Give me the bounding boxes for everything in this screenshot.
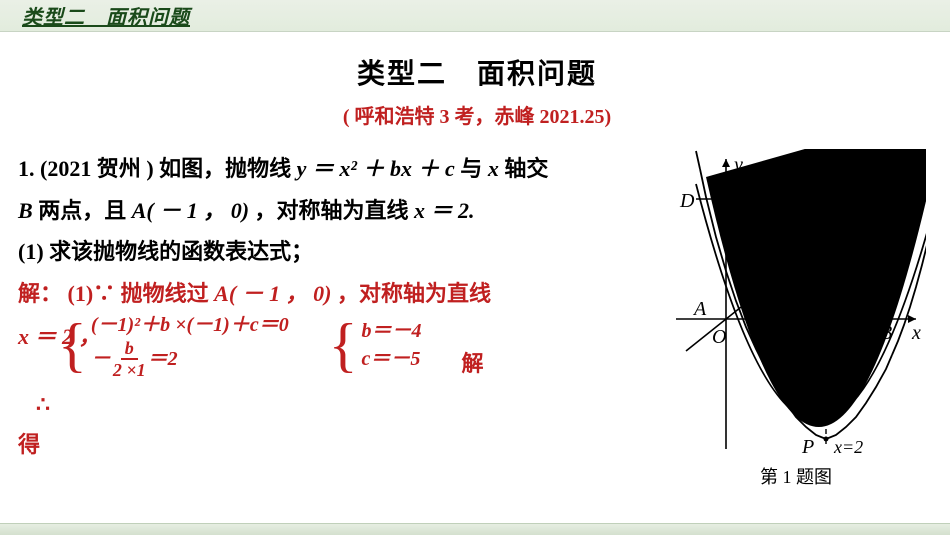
figure-caption: 第 1 题图 <box>760 463 832 489</box>
de-line: 得 <box>18 425 656 465</box>
header-bar: 类型二 面积问题 <box>0 0 950 32</box>
header-title: 类型二 面积问题 <box>22 1 190 30</box>
therefore: ∴ <box>36 392 50 417</box>
label-y: y <box>732 154 743 176</box>
text: 与 <box>455 156 488 181</box>
therefore-line: ∴ <box>18 385 656 425</box>
equation-row: x ＝ 2 ， { (－1)²＋b ×(－1)＋c＝0 － b 2 ×1 <box>18 311 656 379</box>
text: 解： (1)∵ 抛物线过 <box>18 281 214 306</box>
label-x: x <box>911 322 921 344</box>
content: 类型二 面积问题 ( 呼和浩特 3 考，赤峰 2021.25) 1. (2021… <box>0 32 950 489</box>
eq-top: (－1)²＋b ×(－1)＋c＝0 <box>91 311 289 339</box>
text-column: 1. (2021 贺州 ) 如图，抛物线 y ＝ x² ＋ bx ＋ c 与 x… <box>18 149 656 489</box>
label-l: l <box>914 158 920 180</box>
fraction: b 2 ×1 <box>113 339 146 379</box>
text: ，对称轴为直线 <box>337 281 491 306</box>
text: 1. (2021 贺州 ) 如图，抛物线 <box>18 156 297 181</box>
brace-icon: { <box>329 318 358 372</box>
text: 两点，且 <box>33 198 132 223</box>
label-A: A <box>692 298 707 320</box>
label-C: C <box>898 190 912 212</box>
parabola-figure: y x l D C A B O 1 P x=2 <box>666 149 926 459</box>
eq: x ＝ 2. <box>414 198 475 223</box>
body: 1. (2021 贺州 ) 如图，抛物线 y ＝ x² ＋ bx ＋ c 与 x… <box>18 149 936 489</box>
x-equals-2-overlay: x ＝ 2 ， <box>18 317 101 357</box>
label-D: D <box>679 190 695 212</box>
sub-title: ( 呼和浩特 3 考，赤峰 2021.25) <box>18 100 936 129</box>
problem-line-1: 1. (2021 贺州 ) 如图，抛物线 y ＝ x² ＋ bx ＋ c 与 x… <box>18 149 656 189</box>
label-O: O <box>712 326 726 348</box>
figure-column: y x l D C A B O 1 P x=2 第 1 题图 <box>656 149 936 489</box>
equation: y ＝ x² ＋ bx ＋ c <box>297 156 455 181</box>
var-B: B <box>18 198 33 223</box>
solution-line-1: 解： (1)∵ 抛物线过 A( － 1 ， 0) ，对称轴为直线 <box>18 274 656 314</box>
text: 轴交 <box>499 156 549 181</box>
denominator: 2 ×1 <box>113 360 146 379</box>
main-title: 类型二 面积问题 <box>18 52 936 92</box>
right-system: { b＝－4 c＝－5 <box>329 317 422 373</box>
label-axis: x=2 <box>833 437 863 457</box>
problem-line-2: B 两点，且 A( － 1 ， 0) ，对称轴为直线 x ＝ 2. <box>18 191 656 231</box>
c-value: c＝－5 <box>362 345 422 373</box>
text: ，对称轴为直线 <box>255 198 415 223</box>
footer-bar <box>0 523 950 535</box>
numerator: b <box>121 339 138 360</box>
point-A: A( － 1 ， 0) <box>214 281 337 306</box>
problem-line-3: (1) 求该抛物线的函数表达式； <box>18 232 656 272</box>
eq: y ＝ x² ＋ bx ＋ c <box>297 156 455 181</box>
b-value: b＝－4 <box>362 317 422 345</box>
eq-bottom: － b 2 ×1 ＝2 <box>91 339 289 379</box>
text-jie: 解 <box>462 349 484 380</box>
var-x: x <box>488 156 499 181</box>
equals-two: ＝2 <box>148 345 178 373</box>
label-B: B <box>880 322 892 344</box>
label-1: 1 <box>756 323 765 343</box>
label-P: P <box>801 436 814 458</box>
point-A: A( － 1 ， 0) <box>132 198 255 223</box>
